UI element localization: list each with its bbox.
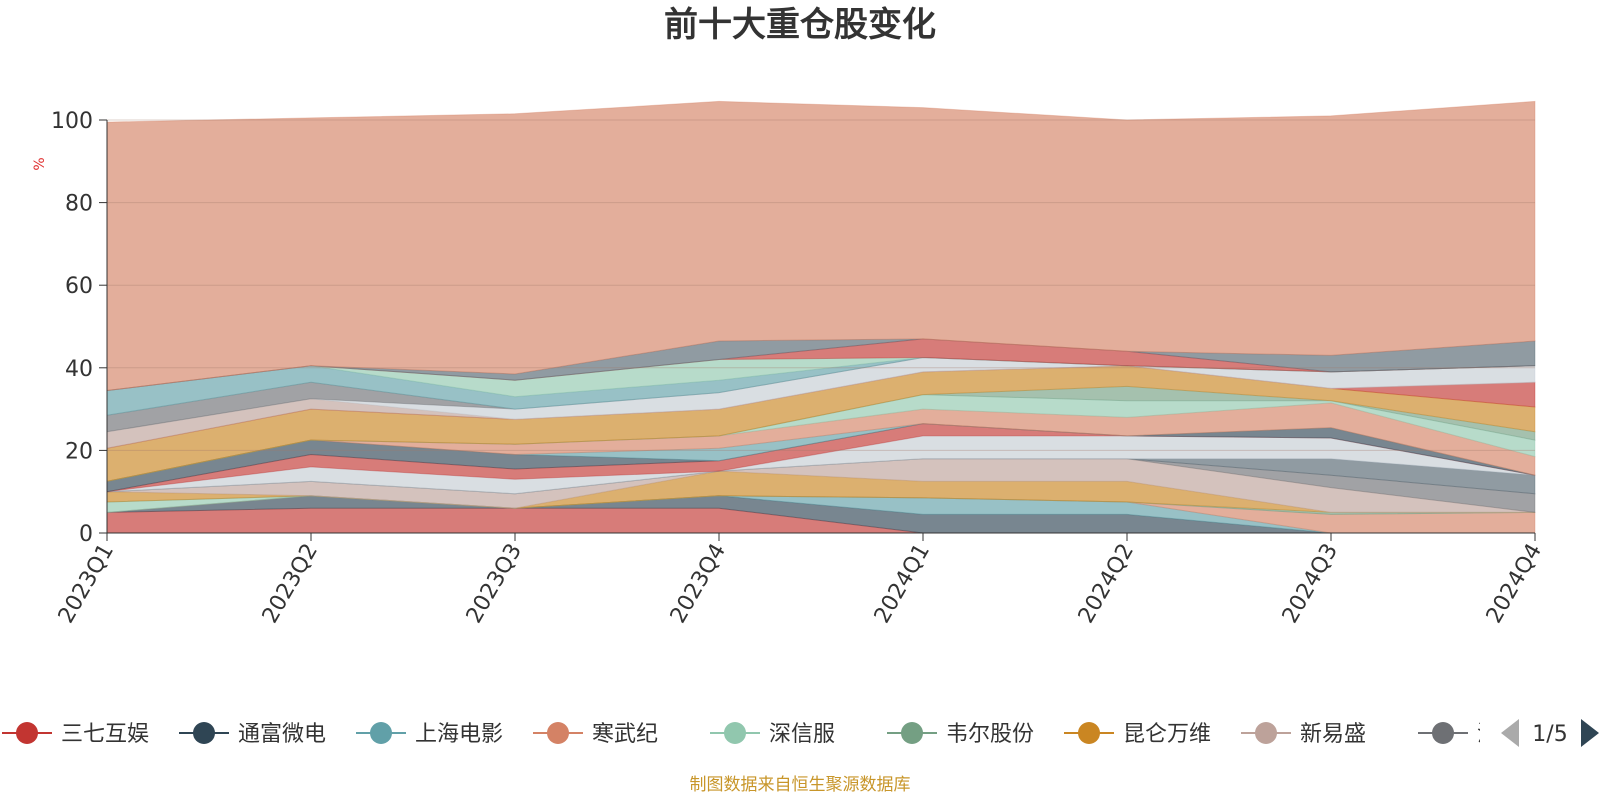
legend-page-indicator: 1/5 bbox=[1532, 722, 1567, 747]
y-axis-unit-label: % bbox=[32, 157, 48, 170]
legend-label: 上海电影 bbox=[415, 722, 503, 747]
y-tick-label: 0 bbox=[79, 522, 93, 547]
legend-label: 三七互娱 bbox=[61, 722, 149, 747]
y-tick-label: 20 bbox=[65, 439, 93, 464]
legend-item[interactable]: 韦尔股份 bbox=[887, 722, 1034, 747]
x-tick-label: 2024Q4 bbox=[1482, 540, 1547, 628]
legend-item[interactable]: 昆仑万维 bbox=[1064, 722, 1211, 747]
area-series-3 bbox=[106, 495, 1535, 534]
legend-label: 深信服 bbox=[769, 722, 835, 747]
legend-marker-icon bbox=[370, 722, 392, 744]
legend-marker-icon bbox=[1432, 722, 1454, 744]
legend-label: 通富微电 bbox=[238, 722, 326, 747]
data-source-note: 制图数据来自恒生聚源数据库 bbox=[690, 775, 911, 795]
legend-marker-icon bbox=[193, 722, 215, 744]
legend-item[interactable]: 上海电影 bbox=[356, 722, 503, 747]
legend-item[interactable]: 沪电股份 bbox=[1418, 722, 1565, 747]
x-tick-label: 2023Q3 bbox=[462, 540, 527, 628]
y-tick-label: 80 bbox=[65, 192, 93, 217]
area-series-10 bbox=[106, 458, 1536, 495]
legend-marker-icon bbox=[547, 722, 569, 744]
area-series-27 bbox=[106, 100, 1536, 392]
legend-item[interactable]: 通富微电 bbox=[179, 722, 326, 747]
area-layers bbox=[106, 100, 1536, 534]
legend-item[interactable]: 寒武纪 bbox=[533, 722, 658, 747]
x-tick-label: 2023Q1 bbox=[54, 540, 119, 628]
legend-next-page-icon[interactable] bbox=[1581, 719, 1599, 747]
x-tick-label: 2023Q4 bbox=[666, 540, 731, 628]
legend-item[interactable]: 新易盛 bbox=[1241, 722, 1366, 747]
y-tick-label: 40 bbox=[65, 357, 93, 382]
legend-label: 昆仑万维 bbox=[1123, 722, 1211, 747]
x-tick-label: 2023Q2 bbox=[258, 540, 323, 628]
legend-marker-icon bbox=[901, 722, 923, 744]
y-tick-label: 60 bbox=[65, 274, 93, 299]
grid-lines bbox=[107, 119, 1535, 451]
x-tick-label: 2024Q1 bbox=[870, 540, 935, 628]
y-tick-label: 100 bbox=[51, 109, 93, 134]
area-series-9 bbox=[106, 458, 1536, 513]
legend-label: 寒武纪 bbox=[592, 722, 658, 747]
legend-label: 沪电股份 bbox=[1477, 722, 1565, 747]
legend-marker-icon bbox=[1255, 722, 1277, 744]
legend-marker-icon bbox=[16, 722, 38, 744]
legend-prev-page-icon[interactable] bbox=[1501, 719, 1519, 747]
legend-marker-icon bbox=[724, 722, 746, 744]
legend-label: 新易盛 bbox=[1300, 722, 1366, 747]
legend-item[interactable]: 三七互娱 bbox=[2, 722, 149, 747]
legend-item[interactable]: 深信服 bbox=[710, 722, 835, 747]
x-tick-label: 2024Q2 bbox=[1074, 540, 1139, 628]
legend-marker-icon bbox=[1078, 722, 1100, 744]
x-tick-label: 2024Q3 bbox=[1278, 540, 1343, 628]
chart-title: 前十大重仓股变化 bbox=[664, 5, 936, 45]
legend-label: 韦尔股份 bbox=[946, 722, 1034, 747]
